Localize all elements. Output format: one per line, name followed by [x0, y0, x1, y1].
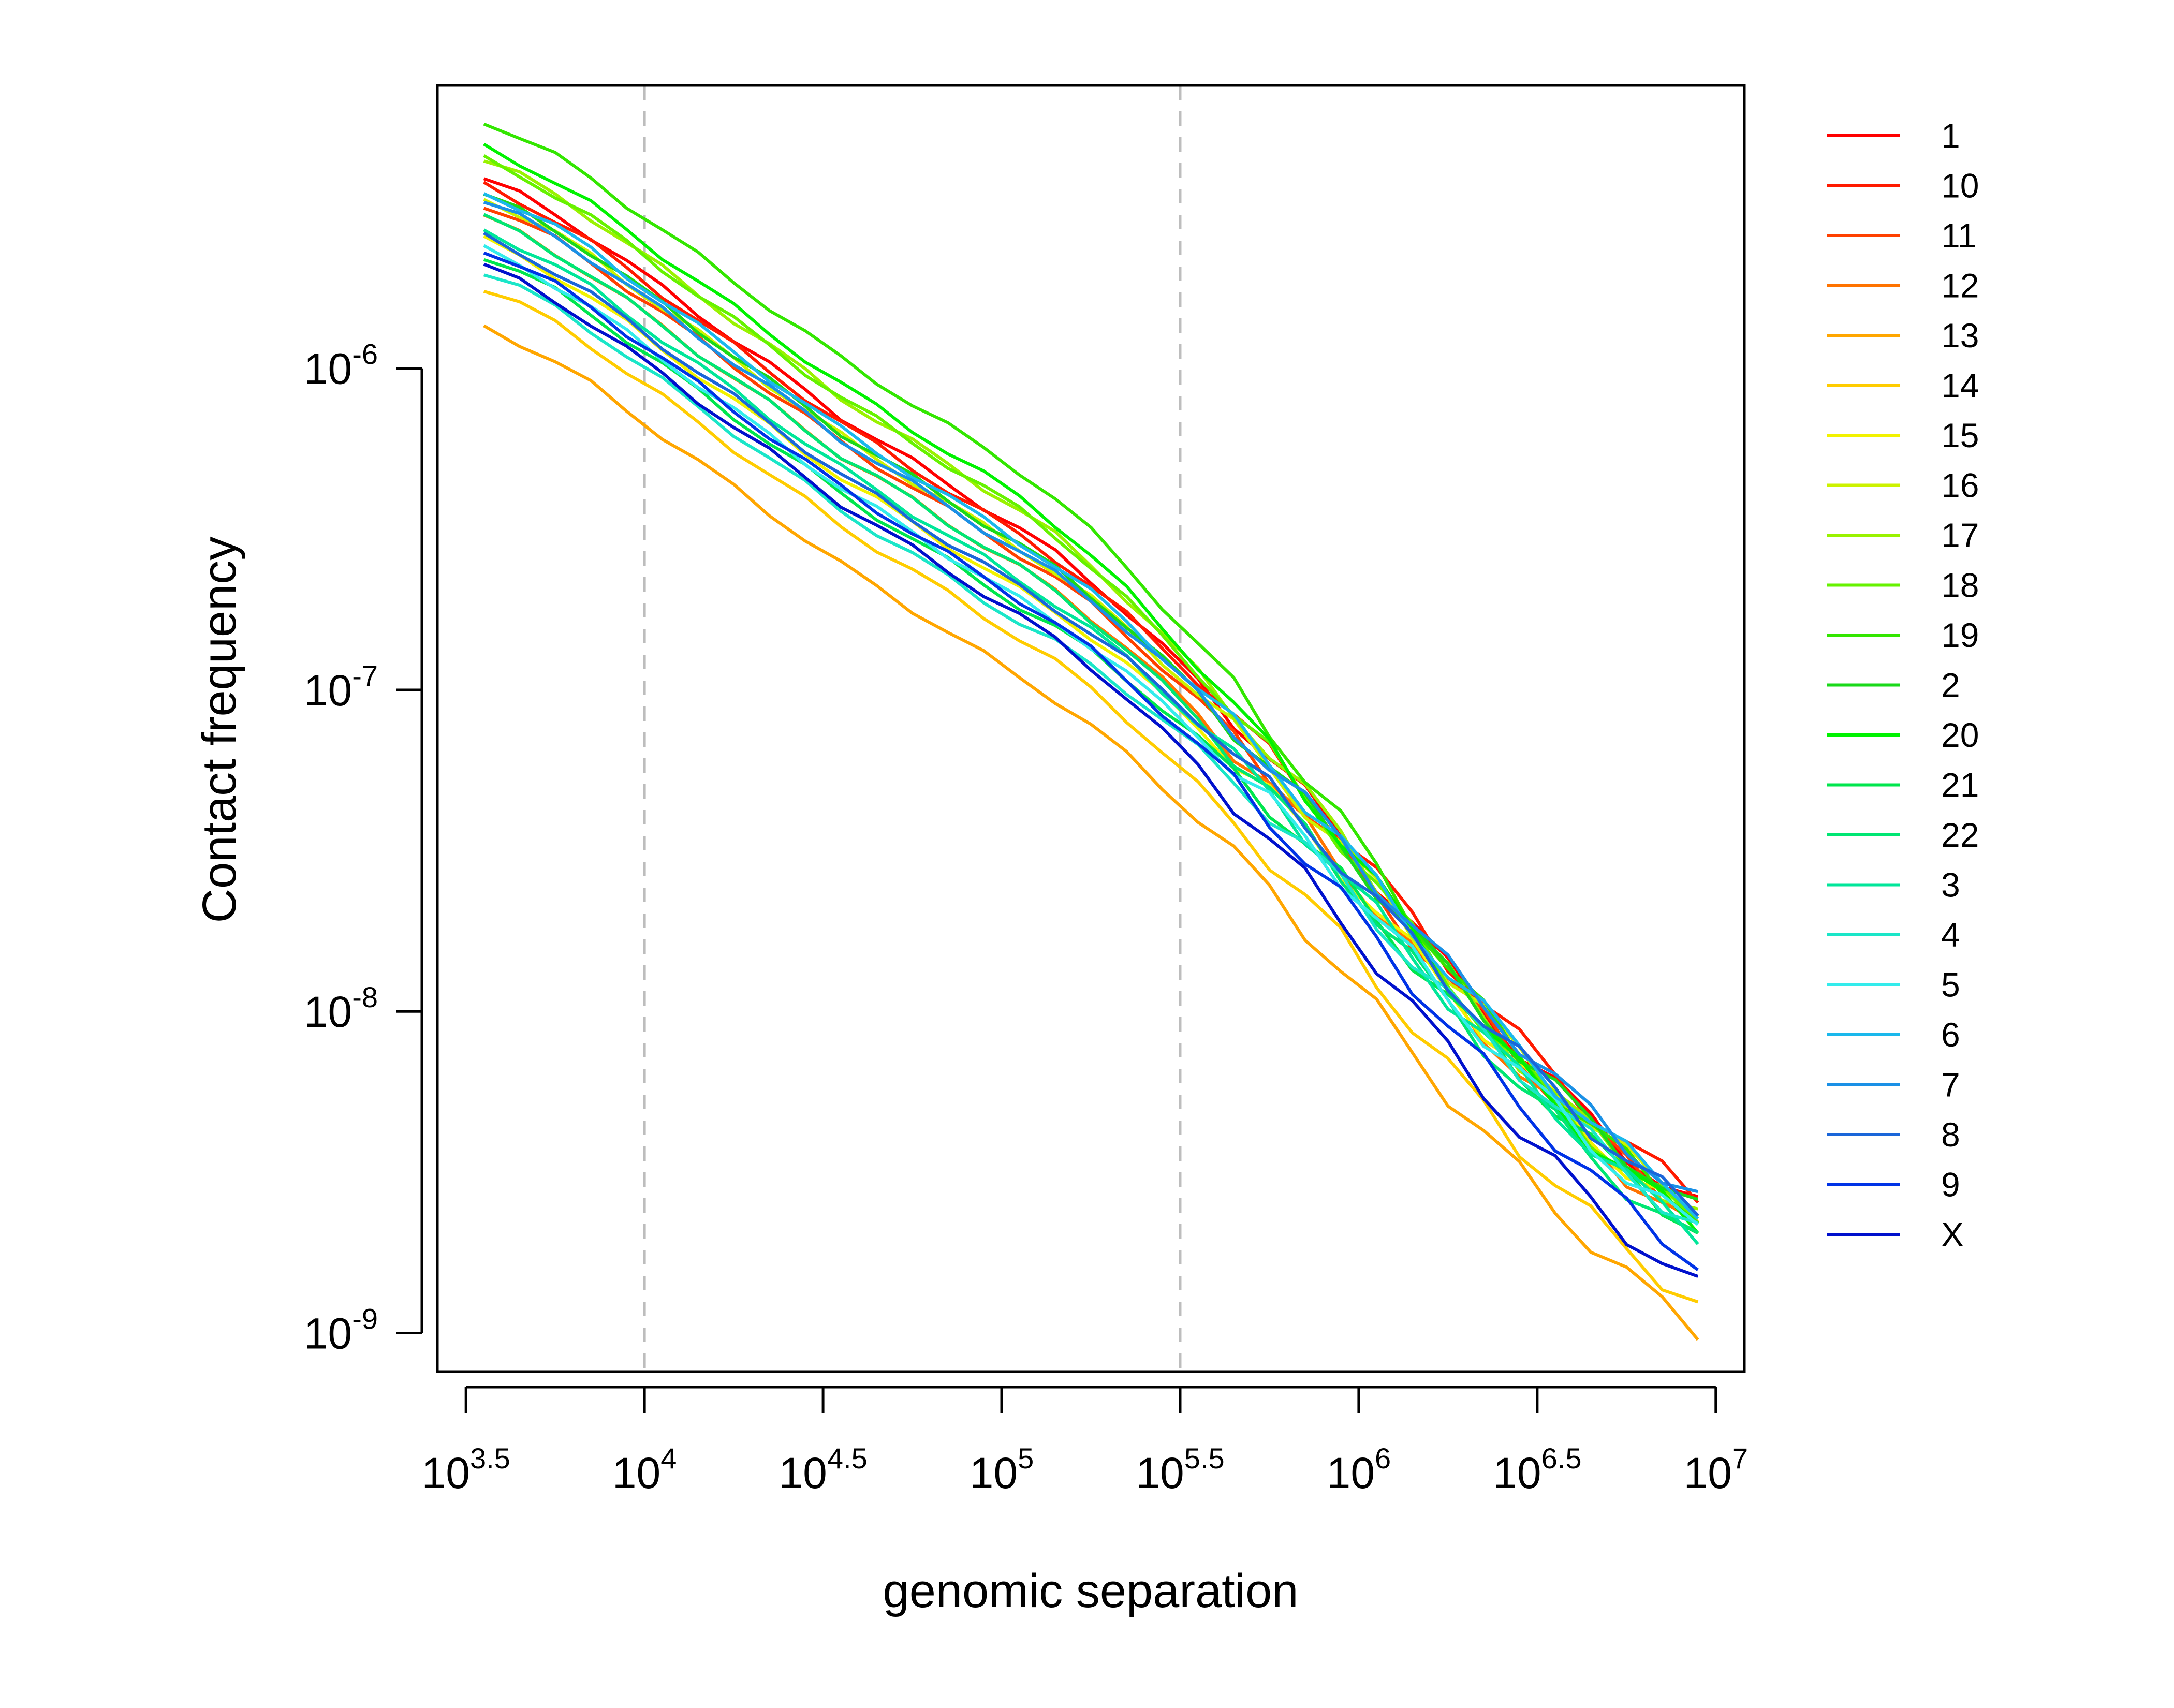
- legend-item-21: 21: [1827, 766, 1979, 804]
- x-tick-label: 105: [970, 1442, 1034, 1497]
- legend-label: X: [1941, 1215, 1964, 1254]
- legend-label: 3: [1941, 866, 1960, 904]
- legend-item-17: 17: [1827, 516, 1979, 554]
- legend-item-15: 15: [1827, 416, 1979, 454]
- legend-item-X: X: [1827, 1215, 1964, 1254]
- series-line-X: [483, 262, 1699, 1278]
- y-axis: 10-6 10-7 10-8 10-9: [304, 338, 423, 1358]
- legend-item-13: 13: [1827, 316, 1979, 355]
- legend-label: 11: [1941, 216, 1977, 255]
- legend-item-4: 4: [1827, 916, 1960, 954]
- x-tick-label: 103.5: [422, 1442, 510, 1497]
- legend-label: 1: [1941, 116, 1960, 155]
- x-tick-label: 107: [1684, 1442, 1749, 1497]
- y-tick-label: 10-7: [304, 659, 378, 715]
- legend-item-3: 3: [1827, 866, 1960, 904]
- legend-item-7: 7: [1827, 1066, 1960, 1104]
- x-tick-label: 104.5: [778, 1442, 867, 1497]
- series-line-18: [483, 154, 1699, 1225]
- legend-item-2: 2: [1827, 666, 1960, 704]
- series-line-22: [483, 213, 1699, 1234]
- legend-label: 20: [1941, 716, 1979, 754]
- legend-item-10: 10: [1827, 167, 1979, 205]
- legend-item-14: 14: [1827, 366, 1979, 405]
- legend-label: 18: [1941, 566, 1979, 605]
- legend-item-18: 18: [1827, 566, 1979, 605]
- y-tick-label: 10-9: [304, 1302, 378, 1358]
- legend-label: 6: [1941, 1015, 1960, 1054]
- series-line-9: [483, 251, 1699, 1271]
- legend-item-12: 12: [1827, 267, 1979, 305]
- series-line-7: [483, 200, 1698, 1194]
- legend-label: 8: [1941, 1115, 1960, 1154]
- legend-item-19: 19: [1827, 616, 1979, 654]
- legend-label: 16: [1941, 466, 1979, 505]
- x-axis-title: genomic separation: [883, 1565, 1299, 1617]
- legend-label: 15: [1941, 416, 1979, 454]
- series-line-14: [483, 290, 1699, 1304]
- legend-item-1: 1: [1827, 116, 1960, 155]
- legend-label: 5: [1941, 966, 1960, 1004]
- legend: 1 10 11 12 13 14 15 16 17 18 19 2 20 21 22 3 4 5 6 7 8 9 X: [1827, 116, 1979, 1254]
- legend-item-20: 20: [1827, 716, 1979, 754]
- series-line-13: [483, 324, 1699, 1341]
- legend-item-11: 11: [1827, 216, 1977, 255]
- legend-label: 14: [1941, 366, 1979, 405]
- legend-label: 10: [1941, 167, 1979, 205]
- y-tick-label: 10-6: [304, 338, 378, 393]
- legend-label: 19: [1941, 616, 1979, 654]
- x-tick-label: 106: [1327, 1442, 1391, 1497]
- legend-item-8: 8: [1827, 1115, 1960, 1154]
- legend-label: 12: [1941, 267, 1979, 305]
- series-line-4: [483, 273, 1699, 1225]
- legend-label: 22: [1941, 816, 1979, 854]
- reference-lines: [643, 85, 1182, 1372]
- series-line-19: [483, 122, 1699, 1225]
- series-line-8: [483, 231, 1699, 1217]
- legend-item-9: 9: [1827, 1166, 1960, 1204]
- legend-label: 7: [1941, 1066, 1960, 1104]
- legend-label: 4: [1941, 916, 1960, 954]
- legend-item-16: 16: [1827, 466, 1979, 505]
- legend-item-6: 6: [1827, 1015, 1960, 1054]
- legend-label: 9: [1941, 1166, 1960, 1204]
- legend-item-5: 5: [1827, 966, 1960, 1004]
- series-line-6: [483, 192, 1699, 1220]
- x-tick-label: 104: [612, 1442, 677, 1497]
- legend-label: 21: [1941, 766, 1979, 804]
- x-axis: 103.5 104 104.5 105 105.5 106 106.5 107: [422, 1386, 1749, 1497]
- plot-frame: [436, 84, 1746, 1373]
- x-tick-label: 105.5: [1136, 1442, 1224, 1497]
- legend-label: 13: [1941, 316, 1979, 355]
- y-tick-label: 10-8: [304, 981, 378, 1036]
- y-axis-title: Contact frequency: [193, 537, 246, 923]
- series-line-20: [483, 142, 1699, 1234]
- series-line-5: [483, 244, 1699, 1226]
- x-tick-label: 106.5: [1493, 1442, 1581, 1497]
- legend-label: 17: [1941, 516, 1979, 554]
- series-lines: [483, 122, 1699, 1341]
- legend-label: 2: [1941, 666, 1960, 704]
- legend-item-22: 22: [1827, 816, 1979, 854]
